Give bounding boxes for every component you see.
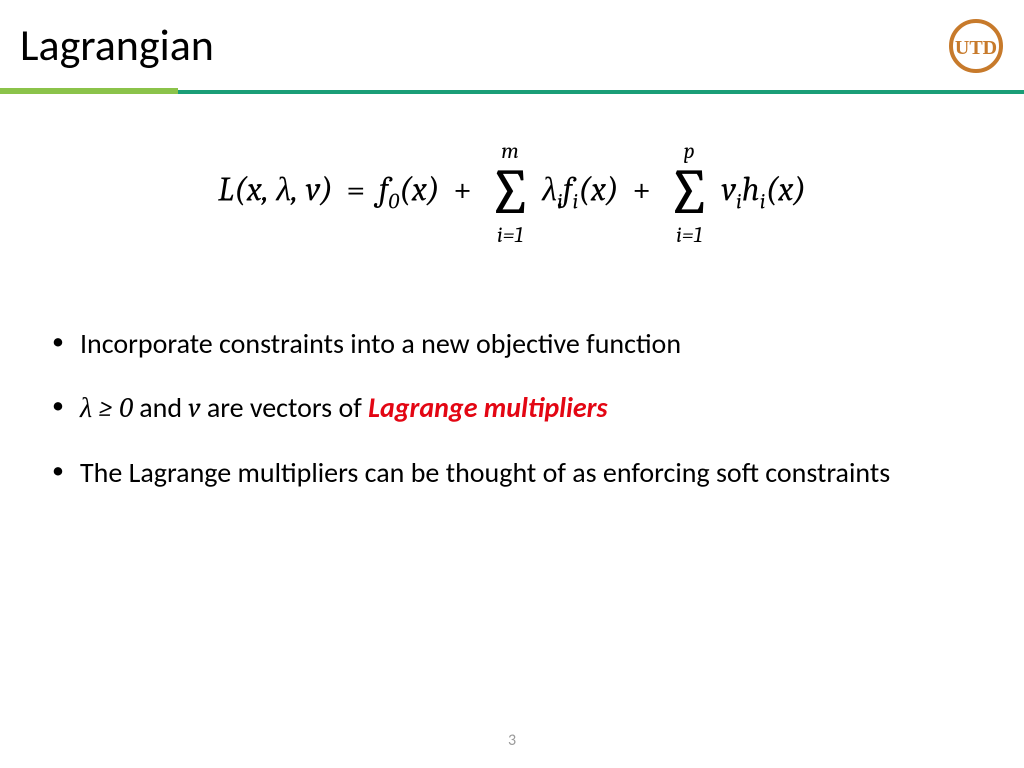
slide: Lagrangian UTD L(x, λ, v) = f0(x) + m ∑ … (0, 0, 1024, 768)
list-item: The Lagrange multipliers can be thought … (46, 455, 966, 491)
list-item: Incorporate constraints into a new objec… (46, 326, 966, 362)
svg-text:UTD: UTD (955, 37, 997, 59)
utd-logo-icon: UTD (948, 18, 1004, 74)
eq-sum1-fn: f (563, 170, 573, 210)
eq-sum1-arg: (x) (578, 170, 618, 210)
eq-equals: = (340, 170, 371, 210)
eq-sum2-coef: v (721, 170, 736, 210)
bullet-1-text: Incorporate constraints into a new objec… (80, 326, 681, 361)
eq-term0-fn: f (379, 170, 389, 210)
bullet-list: Incorporate constraints into a new objec… (46, 326, 966, 519)
eq-plus-2: + (626, 170, 657, 210)
page-title: Lagrangian (20, 18, 214, 72)
eq-sum2: p ∑ i=1 (667, 140, 712, 246)
eq-sum2-arg: (x) (766, 170, 806, 210)
title-rule (0, 88, 1024, 94)
eq-lhs-fn: L (218, 170, 234, 210)
eq-lhs-args: (x, λ, v) (234, 170, 333, 210)
lagrangian-equation: L(x, λ, v) = f0(x) + m ∑ i=1 λifi(x) + p… (0, 140, 1024, 246)
eq-term0-arg: (x) (399, 170, 439, 210)
rule-accent (0, 88, 178, 94)
bullet-2-emph: Lagrange multipliers (368, 390, 607, 425)
bullet-2-math: λ ≥ 0 (80, 392, 133, 424)
page-number: 3 (0, 731, 1024, 750)
sigma-icon: ∑ (487, 164, 532, 222)
bullet-2-tail: are vectors of (200, 390, 368, 425)
eq-sum1: m ∑ i=1 (487, 140, 532, 246)
eq-term0-sub: 0 (388, 189, 399, 215)
eq-plus-1: + (447, 170, 478, 210)
bullet-3-text: The Lagrange multipliers can be thought … (80, 455, 890, 490)
bullet-2-var: v (188, 392, 200, 424)
bullet-2-mid: and (133, 390, 189, 425)
list-item: λ ≥ 0 and v are vectors of Lagrange mult… (46, 390, 966, 426)
sigma-icon: ∑ (667, 164, 712, 222)
eq-sum1-coef: λ (542, 170, 557, 210)
eq-sum2-fn: h (742, 170, 760, 210)
